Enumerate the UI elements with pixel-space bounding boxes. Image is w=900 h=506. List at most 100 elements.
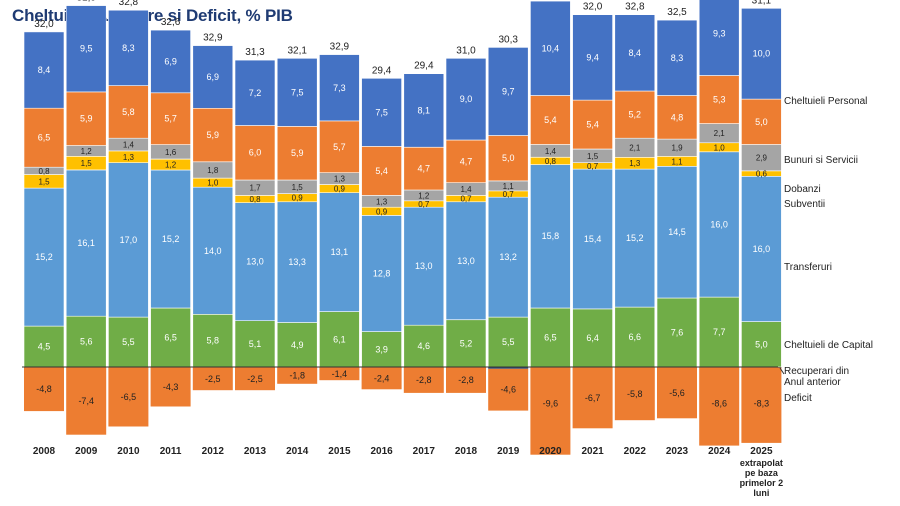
x-tick-label: 2009 (75, 446, 98, 457)
bar-segment-cheltuieli-de-capital (614, 306, 656, 368)
data-label-deficit: -1,8 (289, 371, 305, 381)
bar-segment-transferuri (23, 187, 65, 327)
x-tick-label: 2015 (328, 446, 351, 457)
total-label: 32,8 (119, 0, 139, 8)
data-label-bunuri-si-servicii: 5,3 (713, 95, 726, 105)
data-label-deficit: -5,8 (627, 389, 643, 399)
bar-segment-bunuri-si-servicii (23, 107, 65, 168)
total-label: 32,0 (34, 19, 54, 30)
total-label: 32,8 (625, 2, 645, 13)
x-tick-note: extrapolat (740, 458, 783, 468)
bar-segment-transferuri (65, 169, 107, 317)
bar-segment-recuperari-din-anul-anterior (488, 367, 529, 369)
data-label-bunuri-si-servicii: 5,2 (629, 110, 642, 120)
data-label-bunuri-si-servicii: 5,4 (544, 115, 557, 125)
data-label-transferuri: 15,4 (584, 234, 602, 244)
legend-label-bunuri-si-servicii: Bunuri si Servicii (784, 155, 858, 166)
data-label-transferuri: 15,2 (626, 233, 644, 243)
x-tick-note: primelor 2 (740, 478, 784, 488)
bar-segment-transferuri (487, 196, 529, 318)
data-label-deficit: -2,4 (374, 373, 390, 383)
data-label-dobanzi: 1,6 (165, 148, 177, 157)
data-label-transferuri: 12,8 (373, 269, 391, 279)
data-label-cheltuieli-personal: 8,3 (671, 53, 684, 63)
data-label-transferuri: 16,1 (77, 238, 95, 248)
bar-segment-cheltuieli-personal (403, 73, 445, 148)
x-tick-label: 2018 (455, 446, 478, 457)
bar-segment-cheltuieli-de-capital (698, 296, 740, 368)
bar-segment-deficit (614, 367, 655, 421)
bar-segment-deficit (235, 367, 275, 391)
bar-segment-cheltuieli-de-capital (234, 320, 276, 368)
data-label-deficit: -4,3 (163, 382, 179, 392)
bar-segment-cheltuieli-de-capital (445, 319, 487, 368)
data-label-bunuri-si-servicii: 4,7 (460, 156, 473, 166)
bar-segment-cheltuieli-personal (108, 9, 149, 86)
data-label-cheltuieli-personal: 7,3 (333, 83, 346, 93)
data-label-deficit: -2,8 (458, 375, 474, 385)
total-label: 31,1 (752, 0, 772, 6)
bar-segment-cheltuieli-personal (150, 29, 191, 94)
data-label-bunuri-si-servicii: 5,0 (755, 117, 768, 127)
bar-segment-deficit (66, 367, 107, 435)
x-tick-note: luni (753, 488, 769, 498)
data-label-bunuri-si-servicii: 5,9 (80, 114, 93, 124)
data-label-bunuri-si-servicii: 6,0 (249, 148, 262, 158)
data-label-deficit: -5,6 (669, 388, 685, 398)
data-label-bunuri-si-servicii: 5,7 (333, 142, 346, 152)
bar-segment-bunuri-si-servicii (108, 85, 149, 139)
data-label-transferuri: 14,0 (204, 246, 222, 256)
data-label-subventii: 0,6 (756, 170, 768, 179)
bar-segment-transferuri (445, 201, 487, 320)
data-label-cheltuieli-personal: 7,5 (291, 87, 304, 97)
total-label: 32,9 (330, 42, 350, 53)
data-label-bunuri-si-servicii: 4,8 (671, 112, 684, 122)
data-label-dobanzi: 1,9 (671, 144, 683, 153)
legend-label-recuperari-din-anul-anterior: Recuperari din (784, 366, 849, 377)
bar-segment-cheltuieli-personal (572, 14, 613, 101)
data-label-deficit: -4,6 (500, 385, 516, 395)
data-label-deficit: -2,5 (205, 374, 221, 384)
bar-segment-bunuri-si-servicii (403, 147, 445, 191)
data-label-dobanzi: 1,2 (81, 147, 93, 156)
data-label-deficit: -8,6 (711, 399, 727, 409)
bar-segment-transferuri (150, 169, 191, 309)
bar-segment-transferuri (192, 186, 234, 315)
bar-segment-bunuri-si-servicii (65, 91, 107, 146)
data-label-subventii: 1,1 (671, 157, 683, 166)
data-label-dobanzi: 1,8 (207, 166, 219, 175)
data-label-bunuri-si-servicii: 6,5 (38, 133, 51, 143)
bar-segment-bunuri-si-servicii (487, 135, 529, 182)
bar-segment-cheltuieli-personal (319, 54, 360, 122)
total-label: 32,6 (161, 17, 181, 28)
bar-segment-cheltuieli-de-capital (572, 308, 613, 368)
bar-segment-transferuri (530, 164, 571, 309)
x-tick-label: 2011 (160, 446, 182, 457)
bar-segment-cheltuieli-de-capital (530, 307, 571, 368)
legend-label-dobanzi: Dobanzi (784, 184, 821, 195)
data-label-subventii: 1,3 (123, 153, 135, 162)
data-label-cheltuieli-de-capital: 6,6 (629, 332, 642, 342)
total-label: 32,1 (287, 45, 307, 56)
data-label-cheltuieli-personal: 6,9 (207, 72, 220, 82)
bar-segment-deficit (403, 367, 444, 393)
data-label-bunuri-si-servicii: 5,9 (291, 148, 304, 158)
data-label-cheltuieli-de-capital: 4,9 (291, 340, 304, 350)
data-label-cheltuieli-de-capital: 6,4 (586, 333, 599, 343)
data-label-cheltuieli-de-capital: 6,5 (544, 333, 557, 343)
data-label-subventii: 0,8 (545, 157, 557, 166)
data-label-dobanzi: 1,5 (292, 183, 304, 192)
data-label-transferuri: 17,0 (120, 235, 138, 245)
total-label: 31,9 (76, 0, 96, 4)
data-label-deficit: -2,8 (416, 375, 432, 385)
data-label-subventii: 0,7 (418, 200, 430, 209)
data-label-subventii: 0,8 (249, 195, 261, 204)
data-label-subventii: 1,5 (38, 177, 50, 186)
data-label-cheltuieli-personal: 10,0 (753, 49, 771, 59)
data-label-subventii: 0,9 (376, 207, 388, 216)
bar-segment-bunuri-si-servicii (445, 139, 487, 184)
data-label-cheltuieli-de-capital: 6,1 (333, 334, 346, 344)
data-label-dobanzi: 1,3 (334, 175, 346, 184)
x-tick-label: 2019 (497, 446, 520, 457)
